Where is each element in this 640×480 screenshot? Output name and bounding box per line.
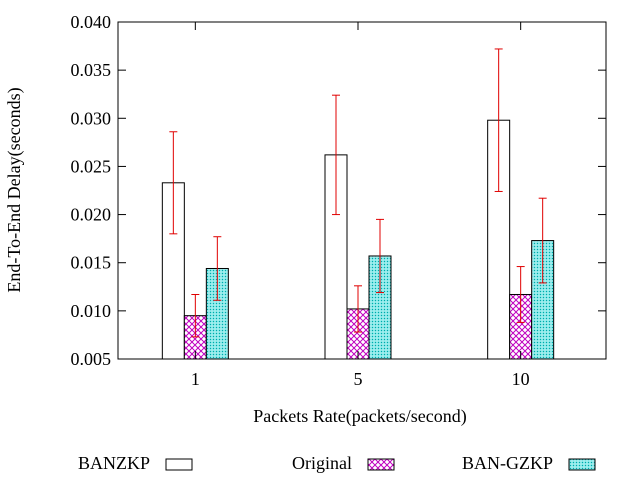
plot-area [161,48,555,360]
y-tick-label: 0.010 [71,301,112,321]
y-axis-label: End-To-End Delay(seconds) [4,87,25,292]
x-axis-label: Packets Rate(packets/second) [253,406,466,427]
legend-label: BANZKP [78,453,150,473]
x-axis: 1 5 10 [191,22,530,389]
y-tick-label: 0.020 [71,205,112,225]
legend-label: BAN-GZKP [462,453,553,473]
y-axis: 0.005 0.010 0.015 0.020 0.025 0.030 0.035 0.040 [71,12,606,369]
legend-swatch [568,458,596,471]
legend-label: Original [292,453,352,473]
y-tick-label: 0.030 [71,108,112,128]
plot-frame [117,21,607,360]
x-tick-label: 5 [354,369,363,389]
legend-swatch [165,458,193,471]
x-tick-label: 1 [191,369,200,389]
legend-swatch [367,458,395,471]
x-tick-label: 10 [512,369,530,389]
legend: BANZKP Original BAN-GZKP [78,453,596,473]
y-tick-label: 0.025 [71,156,112,176]
y-tick-label: 0.040 [71,12,112,32]
y-tick-label: 0.015 [71,253,112,273]
y-tick-label: 0.035 [71,60,112,80]
y-tick-label: 0.005 [71,349,112,369]
